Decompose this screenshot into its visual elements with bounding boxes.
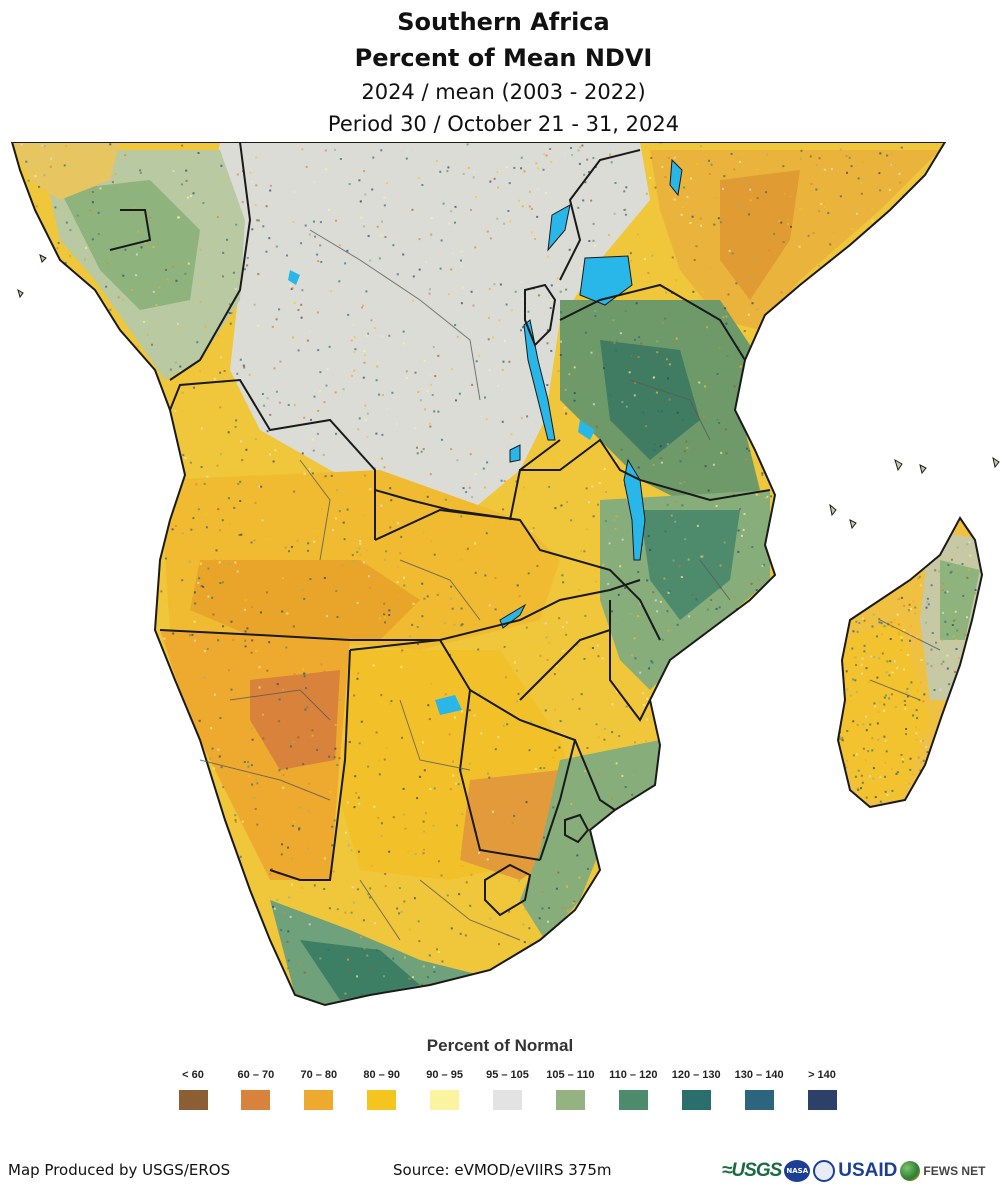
map-period: Period 30 / October 21 - 31, 2024 [327, 112, 680, 136]
map-title: Southern Africa [397, 8, 610, 36]
lake-albert [547, 204, 571, 252]
okavango-delta [435, 695, 462, 715]
data-source: Source: eVMOD/eVIIRS 375m [393, 1161, 612, 1179]
agency-logos: ≈USGS NASA USAID FEWS NET [722, 1156, 985, 1186]
country-borders [10, 142, 984, 1007]
legend-swatch [430, 1090, 460, 1110]
legend-label: 95 – 105 [486, 1069, 529, 1081]
lake-turkana [669, 158, 683, 197]
legend-title: Percent of Normal [426, 1036, 574, 1055]
ndvi-zones [12, 142, 940, 1005]
legend-swatch [681, 1090, 711, 1110]
noaa-seal-icon [813, 1160, 836, 1182]
legend-label: 130 – 140 [734, 1069, 784, 1081]
lake-rukwa [578, 420, 595, 440]
admin-borders [199, 229, 941, 941]
lake-tanganyika [523, 319, 556, 441]
legend-label: 90 – 95 [426, 1069, 463, 1081]
rwanda-burundi-border [524, 283, 557, 347]
legend-swatch [493, 1090, 522, 1110]
fews-globe-icon [900, 1161, 921, 1181]
map-baseline: 2024 / mean (2003 - 2022) [361, 80, 646, 104]
legend-label: 60 – 70 [237, 1069, 275, 1081]
legend-label: 105 – 110 [546, 1069, 595, 1081]
legend-swatch [555, 1090, 585, 1110]
water-bodies [288, 158, 683, 715]
lake-mweru [509, 444, 521, 463]
usaid-logo: USAID [838, 1160, 898, 1181]
legend-label: 70 – 80 [300, 1069, 338, 1081]
producer-credit: Map Produced by USGS/EROS [8, 1161, 231, 1179]
legend-label: 80 – 90 [363, 1069, 401, 1081]
legend-swatch [807, 1090, 837, 1110]
legend-swatch [367, 1090, 397, 1110]
lake-lualaba [288, 270, 300, 285]
nasa-logo: NASA [784, 1160, 811, 1182]
legend-label: 110 – 120 [609, 1069, 658, 1081]
islands [17, 254, 1000, 530]
legend-swatch [744, 1090, 774, 1110]
lake-malawi [623, 458, 646, 561]
legend-swatch [178, 1090, 208, 1110]
map-subtitle: Percent of Mean NDVI [354, 44, 653, 72]
usgs-logo: ≈USGS [722, 1160, 782, 1181]
legend-swatch [304, 1090, 334, 1110]
legend-label: > 140 [808, 1069, 836, 1081]
ndvi-map [10, 142, 1000, 1007]
legend-label: < 60 [182, 1069, 204, 1081]
legend-swatch [618, 1090, 648, 1110]
legend-swatch [241, 1090, 271, 1110]
lesotho-border [484, 863, 532, 917]
eswatini-border [564, 813, 590, 844]
fews-net-logo: FEWS NET [923, 1164, 986, 1178]
legend-label: 120 – 130 [671, 1069, 721, 1081]
